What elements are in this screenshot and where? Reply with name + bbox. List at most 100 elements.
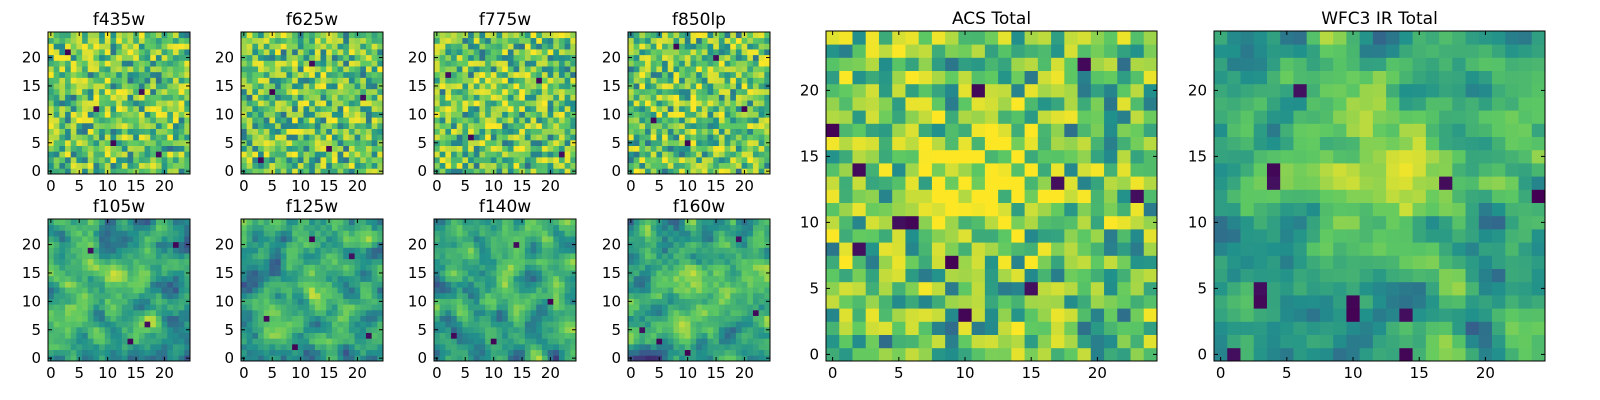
heatmap-cell [439, 253, 446, 260]
heatmap-cell [116, 105, 123, 112]
heatmap-cell [558, 162, 566, 169]
heatmap-cell [127, 60, 134, 67]
heatmap-cell [343, 236, 350, 243]
heatmap-cell [133, 139, 140, 146]
axes-frame [433, 31, 577, 175]
heatmap-cell [326, 83, 333, 90]
heatmap-cell [690, 156, 697, 164]
heatmap-cell [286, 304, 293, 311]
heatmap-cell [314, 326, 321, 333]
heatmap-cell [275, 134, 282, 141]
heatmap-cell [684, 332, 691, 339]
heatmap-cell [246, 264, 253, 271]
heatmap-cell [59, 219, 66, 226]
heatmap-cell [684, 37, 691, 44]
heatmap-cell [507, 241, 514, 248]
heatmap-cell [451, 100, 458, 107]
heatmap-cell [133, 264, 140, 271]
heatmap-cell [536, 321, 543, 328]
heatmap-cell [456, 94, 463, 101]
heatmap-cell [707, 287, 714, 294]
heatmap-cell [451, 145, 458, 152]
heatmap-cell [133, 100, 140, 107]
heatmap-cell [490, 43, 497, 50]
heatmap-cell [53, 326, 60, 333]
heatmap-cell [667, 156, 674, 164]
heatmap-cell [519, 66, 526, 73]
heatmap-cell [280, 332, 287, 339]
heatmap-cell [434, 88, 441, 95]
heatmap-cell [150, 253, 157, 260]
heatmap-cell [138, 122, 145, 129]
heatmap-cell [519, 343, 526, 351]
heatmap-cell [286, 298, 293, 305]
heatmap-cell [741, 281, 748, 288]
heatmap-cell [53, 49, 60, 56]
heatmap-cell [110, 321, 117, 328]
heatmap-cell [337, 355, 344, 362]
heatmap-cell [292, 156, 299, 164]
heatmap-cell [650, 77, 657, 84]
heatmap-cell [564, 292, 571, 299]
heatmap-cell [360, 122, 367, 129]
heatmap-cell [167, 219, 174, 226]
heatmap-cell [144, 37, 151, 44]
heatmap-cell [496, 281, 503, 288]
heatmap-cell [263, 275, 270, 282]
heatmap-cell [684, 77, 691, 84]
heatmap-cell [730, 281, 737, 288]
heatmap-cell [354, 247, 361, 254]
heatmap-cell [280, 309, 287, 316]
heatmap-cell [59, 139, 66, 146]
heatmap-cell [314, 247, 321, 254]
heatmap-cell [354, 117, 361, 124]
x-tick-label: 0 [432, 364, 442, 382]
heatmap-cell [292, 236, 299, 243]
heatmap-cell [662, 281, 669, 288]
heatmap-cell [645, 145, 652, 152]
heatmap-cell [263, 88, 270, 95]
heatmap-cell [462, 156, 469, 164]
heatmap-cell [530, 77, 537, 84]
heatmap-cell [348, 309, 355, 316]
heatmap-cell [553, 309, 560, 316]
heatmap-cell [360, 292, 367, 299]
heatmap-cell [667, 71, 674, 78]
heatmap-cell [127, 117, 134, 124]
heatmap-cell [252, 60, 259, 67]
heatmap-cell [144, 236, 151, 243]
heatmap-cell [645, 275, 652, 282]
heatmap-cell [93, 54, 100, 61]
heatmap-cell [184, 88, 191, 95]
heatmap-cell [246, 236, 253, 243]
heatmap-cell [650, 270, 657, 277]
heatmap-cell [82, 66, 89, 73]
heatmap-cell [87, 94, 94, 101]
heatmap-cell [541, 253, 548, 260]
heatmap-cell [490, 83, 497, 90]
heatmap-cell [730, 162, 737, 169]
heatmap-cell [473, 139, 480, 146]
heatmap-cell [679, 54, 686, 61]
heatmap-cell [269, 275, 276, 282]
heatmap-cell [155, 83, 162, 90]
heatmap-cell [451, 111, 458, 118]
heatmap-cell [82, 236, 89, 243]
heatmap-cell [673, 275, 680, 282]
heatmap-cell [110, 105, 117, 112]
heatmap-cell [365, 270, 373, 277]
heatmap-cell [513, 315, 520, 322]
heatmap-cell [513, 224, 520, 231]
heatmap-cell [144, 241, 151, 248]
heatmap-cell [536, 111, 543, 118]
heatmap-cell [507, 60, 514, 67]
heatmap-cell [724, 281, 731, 288]
heatmap-cell [314, 224, 321, 231]
heatmap-cell [696, 134, 703, 141]
heatmap-cell [741, 343, 748, 351]
heatmap-cell [673, 338, 680, 345]
heatmap-cell [741, 139, 748, 146]
heatmap-cell [309, 230, 316, 237]
heatmap-cell [536, 139, 543, 146]
